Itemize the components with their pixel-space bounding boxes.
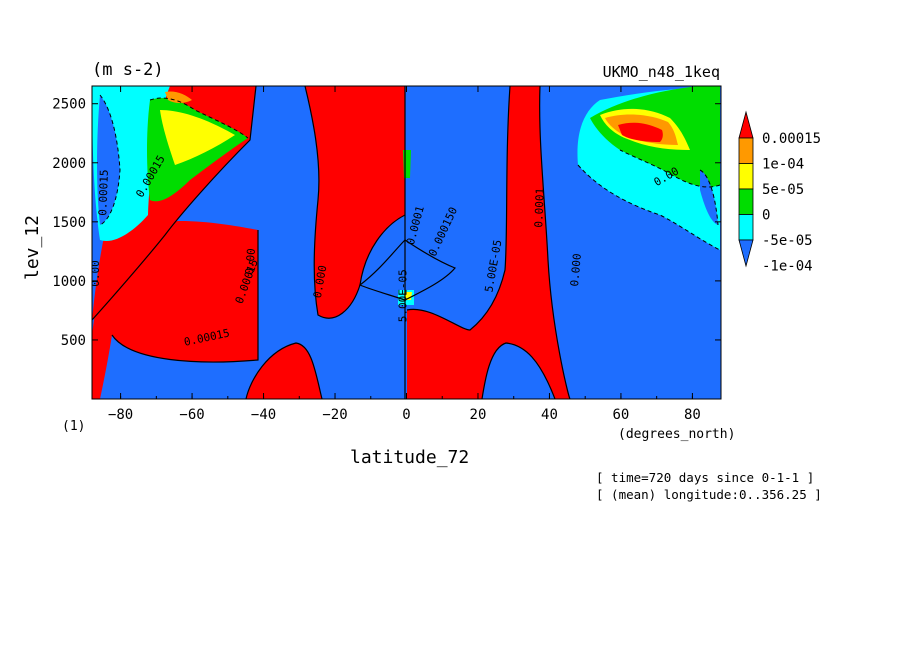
x-tick-label: 20 — [470, 407, 487, 423]
x-units-label: (degrees_north) — [618, 427, 735, 442]
info-line-time: [ time=720 days since 0-1-1 ] — [596, 470, 814, 485]
colorbar-swatch — [738, 188, 754, 215]
x-axis-label: latitude_72 — [350, 447, 469, 468]
x-tick-label: 80 — [684, 407, 701, 423]
x-tick-label: −60 — [179, 407, 204, 423]
colorbar-top-arrow — [738, 110, 754, 139]
colorbar-level-label: 0.00015 — [762, 131, 821, 147]
dashed-contours — [99, 94, 721, 251]
colorbar-swatch — [738, 137, 754, 164]
red-core-north-pole — [618, 122, 663, 142]
red-region-south-subtropics — [246, 343, 322, 399]
blue-core-north-pole — [700, 170, 718, 225]
orange-region-south-pole — [165, 91, 192, 103]
plot-area: 0.000150.000150.000.000.00015 0.000150.00… — [89, 86, 721, 399]
y-tick-label: 1000 — [52, 274, 86, 290]
x-tick-label: −80 — [108, 407, 133, 423]
colorbar-level-label: 5e-05 — [762, 182, 804, 198]
colorbar-legend: 0.00015 1e-04 5e-05 0 -5e-05 -1e-04 — [738, 110, 821, 275]
contour-label: 0.00 — [89, 260, 102, 287]
contour-label: 0.00 — [243, 248, 258, 276]
panel-label: (1) — [62, 419, 85, 434]
y-tick-label: 2000 — [52, 156, 86, 172]
colorbar-level-label: 1e-04 — [762, 157, 804, 173]
y-axis: 500 1000 1500 2000 2500 — [52, 97, 721, 349]
contour-lines — [92, 86, 571, 399]
x-tick-label: −40 — [251, 407, 276, 423]
y-tick-label: 2500 — [52, 97, 86, 113]
x-tick-label: 0 — [402, 407, 410, 423]
yellow-region-south-pole — [160, 110, 235, 165]
x-axis: −80 −60 −40 −20 0 20 40 60 80 — [108, 86, 701, 423]
y-tick-label: 500 — [61, 333, 86, 349]
units-label: (m s-2) — [92, 60, 164, 80]
y-tick-label: 1500 — [52, 215, 86, 231]
colorbar-level-label: 0 — [762, 208, 770, 224]
colorbar-swatch — [738, 214, 754, 241]
red-region-south-lower — [92, 221, 258, 399]
info-line-longitude: [ (mean) longitude:0..356.25 ] — [596, 487, 822, 502]
blue-core-south-pole — [97, 95, 120, 225]
contour-label: 0.0001 — [532, 188, 546, 228]
colorbar-level-label: -1e-04 — [762, 259, 813, 275]
contour-label: 5.00E-05 — [397, 269, 410, 322]
dataset-label: UKMO_n48_1keq — [603, 63, 720, 81]
y-axis-label: lev_12 — [22, 215, 43, 280]
contour-label: 0.000 — [311, 264, 330, 299]
x-tick-label: 60 — [613, 407, 630, 423]
x-tick-label: 40 — [541, 407, 558, 423]
colorbar-bottom-arrow — [738, 239, 754, 268]
colorbar-swatch — [738, 163, 754, 190]
colorbar-level-label: -5e-05 — [762, 233, 813, 249]
red-region-south-jet — [305, 86, 405, 319]
contour-label: 0.00015 — [96, 169, 111, 216]
x-tick-label: −20 — [322, 407, 347, 423]
green-patch-equator-high — [403, 150, 411, 178]
contour-label: 0.000 — [568, 253, 584, 287]
